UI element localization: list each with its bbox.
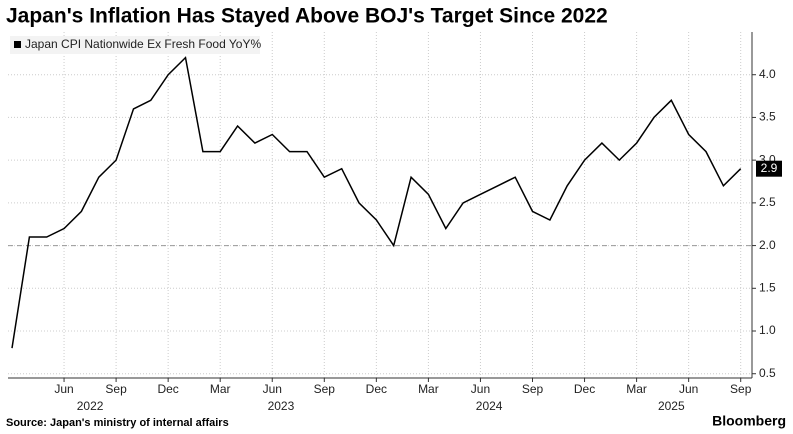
year-label: 2025: [658, 399, 685, 413]
x-tick-label: Sep: [314, 382, 336, 396]
y-tick-label: 1.0: [759, 323, 776, 337]
legend-bg: [10, 36, 260, 54]
x-tick-label: Mar: [418, 382, 439, 396]
legend-swatch: [14, 41, 21, 48]
line: [11, 56, 742, 349]
y-tick-label: 4.0: [759, 67, 776, 81]
brand: Bloomberg: [712, 413, 786, 429]
legend-label: Japan CPI Nationwide Ex Fresh Food YoY%: [25, 37, 261, 51]
x-tick-label: Dec: [366, 382, 387, 396]
year-label: 2023: [268, 399, 295, 413]
y-tick-label: 2.0: [759, 238, 776, 252]
x-tick-label: Mar: [210, 382, 231, 396]
x-tick-label: Sep: [730, 382, 752, 396]
x-tick-label: Mar: [626, 382, 647, 396]
x-tick-label: Jun: [263, 382, 282, 396]
x-tick-label: Jun: [679, 382, 698, 396]
y-tick-label: 1.5: [759, 280, 776, 294]
x-tick-label: Dec: [574, 382, 595, 396]
x-tick-label: Dec: [157, 382, 178, 396]
x-tick-label: Sep: [522, 382, 544, 396]
x-tick-label: Jun: [471, 382, 490, 396]
chart-title: Japan's Inflation Has Stayed Above BOJ's…: [6, 5, 608, 28]
y-tick-label: 2.5: [759, 195, 776, 209]
x-tick-label: Sep: [105, 382, 127, 396]
end-label: 2.9: [761, 161, 778, 175]
y-tick-label: 3.5: [759, 110, 776, 124]
source: Source: Japan's ministry of internal aff…: [6, 417, 229, 429]
end-label-bg: [756, 160, 782, 177]
y-tick-label: 0.5: [759, 366, 776, 380]
year-label: 2024: [476, 399, 503, 413]
year-label: 2022: [77, 399, 104, 413]
x-tick-label: Jun: [54, 382, 73, 396]
